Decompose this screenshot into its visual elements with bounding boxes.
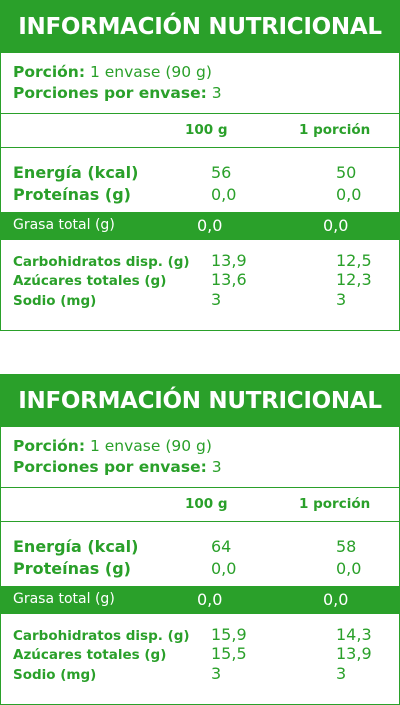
- energy-protein-section: Energía (kcal) 64 58 Proteínas (g) 0,0 0…: [1, 522, 399, 586]
- row-label: Grasa total (g): [13, 591, 115, 607]
- table-row-highlight: Grasa total (g) 0,0 0,0: [1, 212, 399, 240]
- value-100g: 13,9: [211, 251, 247, 270]
- value-100g: 0,0: [211, 559, 237, 578]
- row-label: Azúcares totales (g): [13, 273, 167, 289]
- table-row-highlight: Grasa total (g) 0,0 0,0: [1, 586, 399, 614]
- value-portion: 0,0: [336, 559, 362, 578]
- carbs-section: Carbohidratos disp. (g) 15,9 14,3 Azúcar…: [1, 614, 399, 704]
- column-portion: 1 porción: [299, 496, 371, 512]
- column-header: 100 g 1 porción: [1, 114, 399, 148]
- row-label: Energía (kcal): [13, 163, 139, 182]
- value-portion: 3: [336, 290, 347, 309]
- column-portion: 1 porción: [299, 122, 371, 138]
- nutrition-panel-1: INFORMACIÓN NUTRICIONAL Porción: 1 envas…: [0, 0, 400, 331]
- nutrition-panel-2: INFORMACIÓN NUTRICIONAL Porción: 1 envas…: [0, 374, 400, 705]
- value-100g: 0,0: [211, 185, 237, 204]
- table-row: Sodio (mg) 3 3: [13, 290, 399, 310]
- portion-value: 1 envase (90 g): [89, 437, 212, 455]
- row-label: Azúcares totales (g): [13, 647, 167, 663]
- table-row: Carbohidratos disp. (g) 13,9 12,5: [13, 251, 399, 271]
- portion-label: Porción:: [13, 63, 86, 81]
- value-portion: 12,3: [336, 270, 372, 289]
- value-100g: 13,6: [211, 270, 247, 289]
- table-row: Energía (kcal) 56 50: [13, 163, 399, 184]
- value-portion: 0,0: [336, 185, 362, 204]
- table-row: Sodio (mg) 3 3: [13, 664, 399, 684]
- panel-title: INFORMACIÓN NUTRICIONAL: [0, 374, 400, 427]
- nutrition-table: Porción: 1 envase (90 g) Porciones por e…: [0, 427, 400, 705]
- value-100g: 0,0: [197, 590, 223, 609]
- value-portion: 12,5: [336, 251, 372, 270]
- row-label: Proteínas (g): [13, 559, 131, 578]
- row-label: Carbohidratos disp. (g): [13, 628, 190, 644]
- row-label: Sodio (mg): [13, 667, 97, 683]
- value-portion: 3: [336, 664, 347, 683]
- table-row: Carbohidratos disp. (g) 15,9 14,3: [13, 625, 399, 645]
- value-100g: 3: [211, 664, 222, 683]
- value-portion: 14,3: [336, 625, 372, 644]
- value-portion: 0,0: [323, 590, 349, 609]
- nutrition-table: Porción: 1 envase (90 g) Porciones por e…: [0, 53, 400, 331]
- row-label: Sodio (mg): [13, 293, 97, 309]
- column-100g: 100 g: [185, 122, 228, 138]
- portion-label: Porción:: [13, 437, 86, 455]
- value-100g: 0,0: [197, 216, 223, 235]
- portion-info: Porción: 1 envase (90 g) Porciones por e…: [1, 53, 399, 114]
- table-row: Energía (kcal) 64 58: [13, 537, 399, 558]
- value-portion: 0,0: [323, 216, 349, 235]
- value-100g: 15,9: [211, 625, 247, 644]
- value-portion: 50: [336, 163, 357, 182]
- table-row: Azúcares totales (g) 13,6 12,3: [13, 270, 399, 290]
- servings-label: Porciones por envase:: [13, 84, 207, 102]
- portion-value: 1 envase (90 g): [89, 63, 212, 81]
- row-label: Carbohidratos disp. (g): [13, 254, 190, 270]
- row-label: Energía (kcal): [13, 537, 139, 556]
- servings-value: 3: [211, 458, 222, 476]
- panel-title: INFORMACIÓN NUTRICIONAL: [0, 0, 400, 53]
- value-portion: 13,9: [336, 644, 372, 663]
- portion-info: Porción: 1 envase (90 g) Porciones por e…: [1, 427, 399, 488]
- carbs-section: Carbohidratos disp. (g) 13,9 12,5 Azúcar…: [1, 240, 399, 330]
- energy-protein-section: Energía (kcal) 56 50 Proteínas (g) 0,0 0…: [1, 148, 399, 212]
- row-label: Grasa total (g): [13, 217, 115, 233]
- value-100g: 3: [211, 290, 222, 309]
- value-100g: 56: [211, 163, 232, 182]
- value-portion: 58: [336, 537, 357, 556]
- servings-value: 3: [211, 84, 222, 102]
- servings-label: Porciones por envase:: [13, 458, 207, 476]
- table-row: Proteínas (g) 0,0 0,0: [13, 559, 399, 580]
- row-label: Proteínas (g): [13, 185, 131, 204]
- value-100g: 64: [211, 537, 232, 556]
- table-row: Azúcares totales (g) 15,5 13,9: [13, 644, 399, 664]
- value-100g: 15,5: [211, 644, 247, 663]
- column-100g: 100 g: [185, 496, 228, 512]
- column-header: 100 g 1 porción: [1, 488, 399, 522]
- table-row: Proteínas (g) 0,0 0,0: [13, 185, 399, 206]
